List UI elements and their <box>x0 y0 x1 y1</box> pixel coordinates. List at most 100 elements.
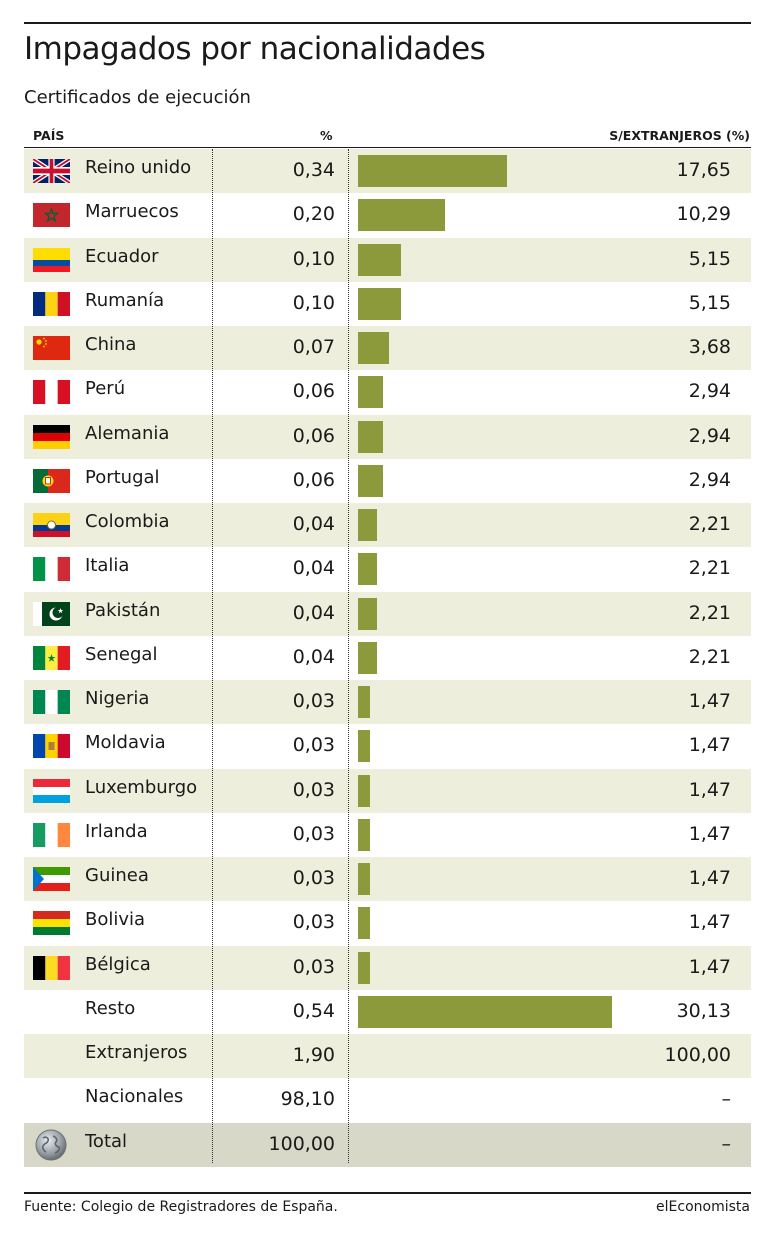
country-name: Nigeria <box>85 688 150 709</box>
share-value: 5,15 <box>688 291 731 314</box>
column-header-pct: % <box>320 128 333 143</box>
country-name: Rumanía <box>85 289 165 311</box>
share-value: 2,21 <box>688 645 731 668</box>
germany-flag-icon <box>33 424 70 449</box>
share-bar <box>358 995 612 1028</box>
share-bar <box>358 420 383 453</box>
top-rule <box>24 22 751 24</box>
nigeria-flag-icon <box>33 690 70 714</box>
morocco-flag-icon <box>33 203 70 228</box>
pct-value: 0,10 <box>292 247 335 270</box>
country-name: Portugal <box>85 466 160 488</box>
chart-subtitle: Certificados de ejecución <box>24 87 251 108</box>
share-bar <box>358 376 383 409</box>
pct-value: 1,90 <box>292 1044 335 1066</box>
table-row: Marruecos 0,20 10,29 <box>24 193 751 237</box>
pct-value: 0,34 <box>292 159 335 181</box>
bottom-rule <box>24 1192 751 1194</box>
share-value: 1,47 <box>688 911 731 934</box>
table-row: Senegal 0,04 2,21 <box>24 636 751 680</box>
column-divider-right <box>348 149 349 1163</box>
source-note: Fuente: Colegio de Registradores de Espa… <box>24 1199 338 1215</box>
share-value: 17,65 <box>676 159 731 181</box>
ecuador-flag-icon <box>33 247 70 272</box>
share-bar <box>358 332 389 364</box>
table-row: China 0,07 3,68 <box>24 326 751 371</box>
share-bar <box>358 907 370 940</box>
column-header-country: PAÍS <box>33 128 65 143</box>
pct-value: 0,06 <box>292 380 335 403</box>
country-name: Colombia <box>85 511 170 532</box>
share-bar <box>358 553 377 586</box>
portugal-flag-icon <box>33 468 70 493</box>
share-value: – <box>721 1132 732 1155</box>
table-row: Reino unido 0,34 17,65 <box>24 149 751 194</box>
table-row: Perú 0,06 2,94 <box>24 370 751 414</box>
share-bar <box>358 509 377 541</box>
country-name: Perú <box>85 378 126 400</box>
share-value: 1,47 <box>688 734 731 757</box>
country-name: Pakistán <box>85 599 161 621</box>
country-name: Luxemburgo <box>85 776 198 798</box>
country-name: China <box>85 334 137 355</box>
table-row: Rumanía 0,10 5,15 <box>24 282 751 326</box>
share-value: 2,94 <box>688 424 731 447</box>
table-row: Nacionales 98,10 – <box>24 1078 751 1122</box>
share-bar <box>358 863 370 895</box>
share-value: 1,47 <box>688 867 731 889</box>
table-row: Total 100,00 – <box>24 1122 751 1167</box>
country-name: Ecuador <box>85 245 159 267</box>
country-name: Senegal <box>85 643 158 665</box>
globe-icon <box>35 1129 67 1161</box>
country-name: Italia <box>85 555 130 577</box>
uk-flag-icon <box>33 159 70 183</box>
pct-value: 0,03 <box>292 734 335 757</box>
pct-value: 0,03 <box>292 867 335 889</box>
table-row: Alemania 0,06 2,94 <box>24 414 751 459</box>
table-row: Luxemburgo 0,03 1,47 <box>24 768 751 813</box>
equatorial-guinea-flag-icon <box>33 867 70 891</box>
peru-flag-icon <box>33 380 70 405</box>
share-value: 30,13 <box>676 999 731 1022</box>
ireland-flag-icon <box>33 822 70 847</box>
table-row: Colombia 0,04 2,21 <box>24 503 751 548</box>
share-bar <box>358 199 445 232</box>
pct-value: 0,06 <box>292 468 335 491</box>
bolivia-flag-icon <box>33 911 70 936</box>
table-row: Pakistán 0,04 2,21 <box>24 591 751 636</box>
country-name: Reino unido <box>85 157 192 178</box>
table-row: Guinea 0,03 1,47 <box>24 857 751 902</box>
table-row: Moldavia 0,03 1,47 <box>24 724 751 768</box>
share-value: 1,47 <box>688 822 731 845</box>
share-value: 5,15 <box>688 247 731 270</box>
table-row: Irlanda 0,03 1,47 <box>24 813 751 857</box>
share-value: 2,94 <box>688 468 731 491</box>
share-value: 2,94 <box>688 380 731 403</box>
belgium-flag-icon <box>33 955 70 980</box>
table-row: Italia 0,04 2,21 <box>24 547 751 591</box>
pct-value: 0,04 <box>292 513 335 535</box>
table-row: Extranjeros 1,90 100,00 <box>24 1034 751 1079</box>
share-value: 1,47 <box>688 955 731 978</box>
share-value: 10,29 <box>676 203 731 226</box>
share-bar <box>358 774 370 807</box>
table-row: Bolivia 0,03 1,47 <box>24 901 751 945</box>
table-row: Nigeria 0,03 1,47 <box>24 680 751 725</box>
column-divider-left <box>212 149 213 1163</box>
share-bar <box>358 951 370 984</box>
share-bar <box>358 287 401 320</box>
share-value: 1,47 <box>688 778 731 801</box>
country-name: Guinea <box>85 865 149 886</box>
pakistan-flag-icon <box>33 601 70 626</box>
italy-flag-icon <box>33 557 70 582</box>
header-rule <box>24 147 751 148</box>
table-row: Bélgica 0,03 1,47 <box>24 945 751 990</box>
pct-value: 0,03 <box>292 911 335 934</box>
country-name: Marruecos <box>85 201 179 223</box>
share-bar <box>358 155 507 187</box>
column-header-share: S/EXTRANJEROS (%) <box>609 128 750 143</box>
table-row: Ecuador 0,10 5,15 <box>24 237 751 282</box>
moldova-flag-icon <box>33 734 70 759</box>
pct-value: 0,54 <box>292 999 335 1022</box>
country-name: Alemania <box>85 422 170 444</box>
